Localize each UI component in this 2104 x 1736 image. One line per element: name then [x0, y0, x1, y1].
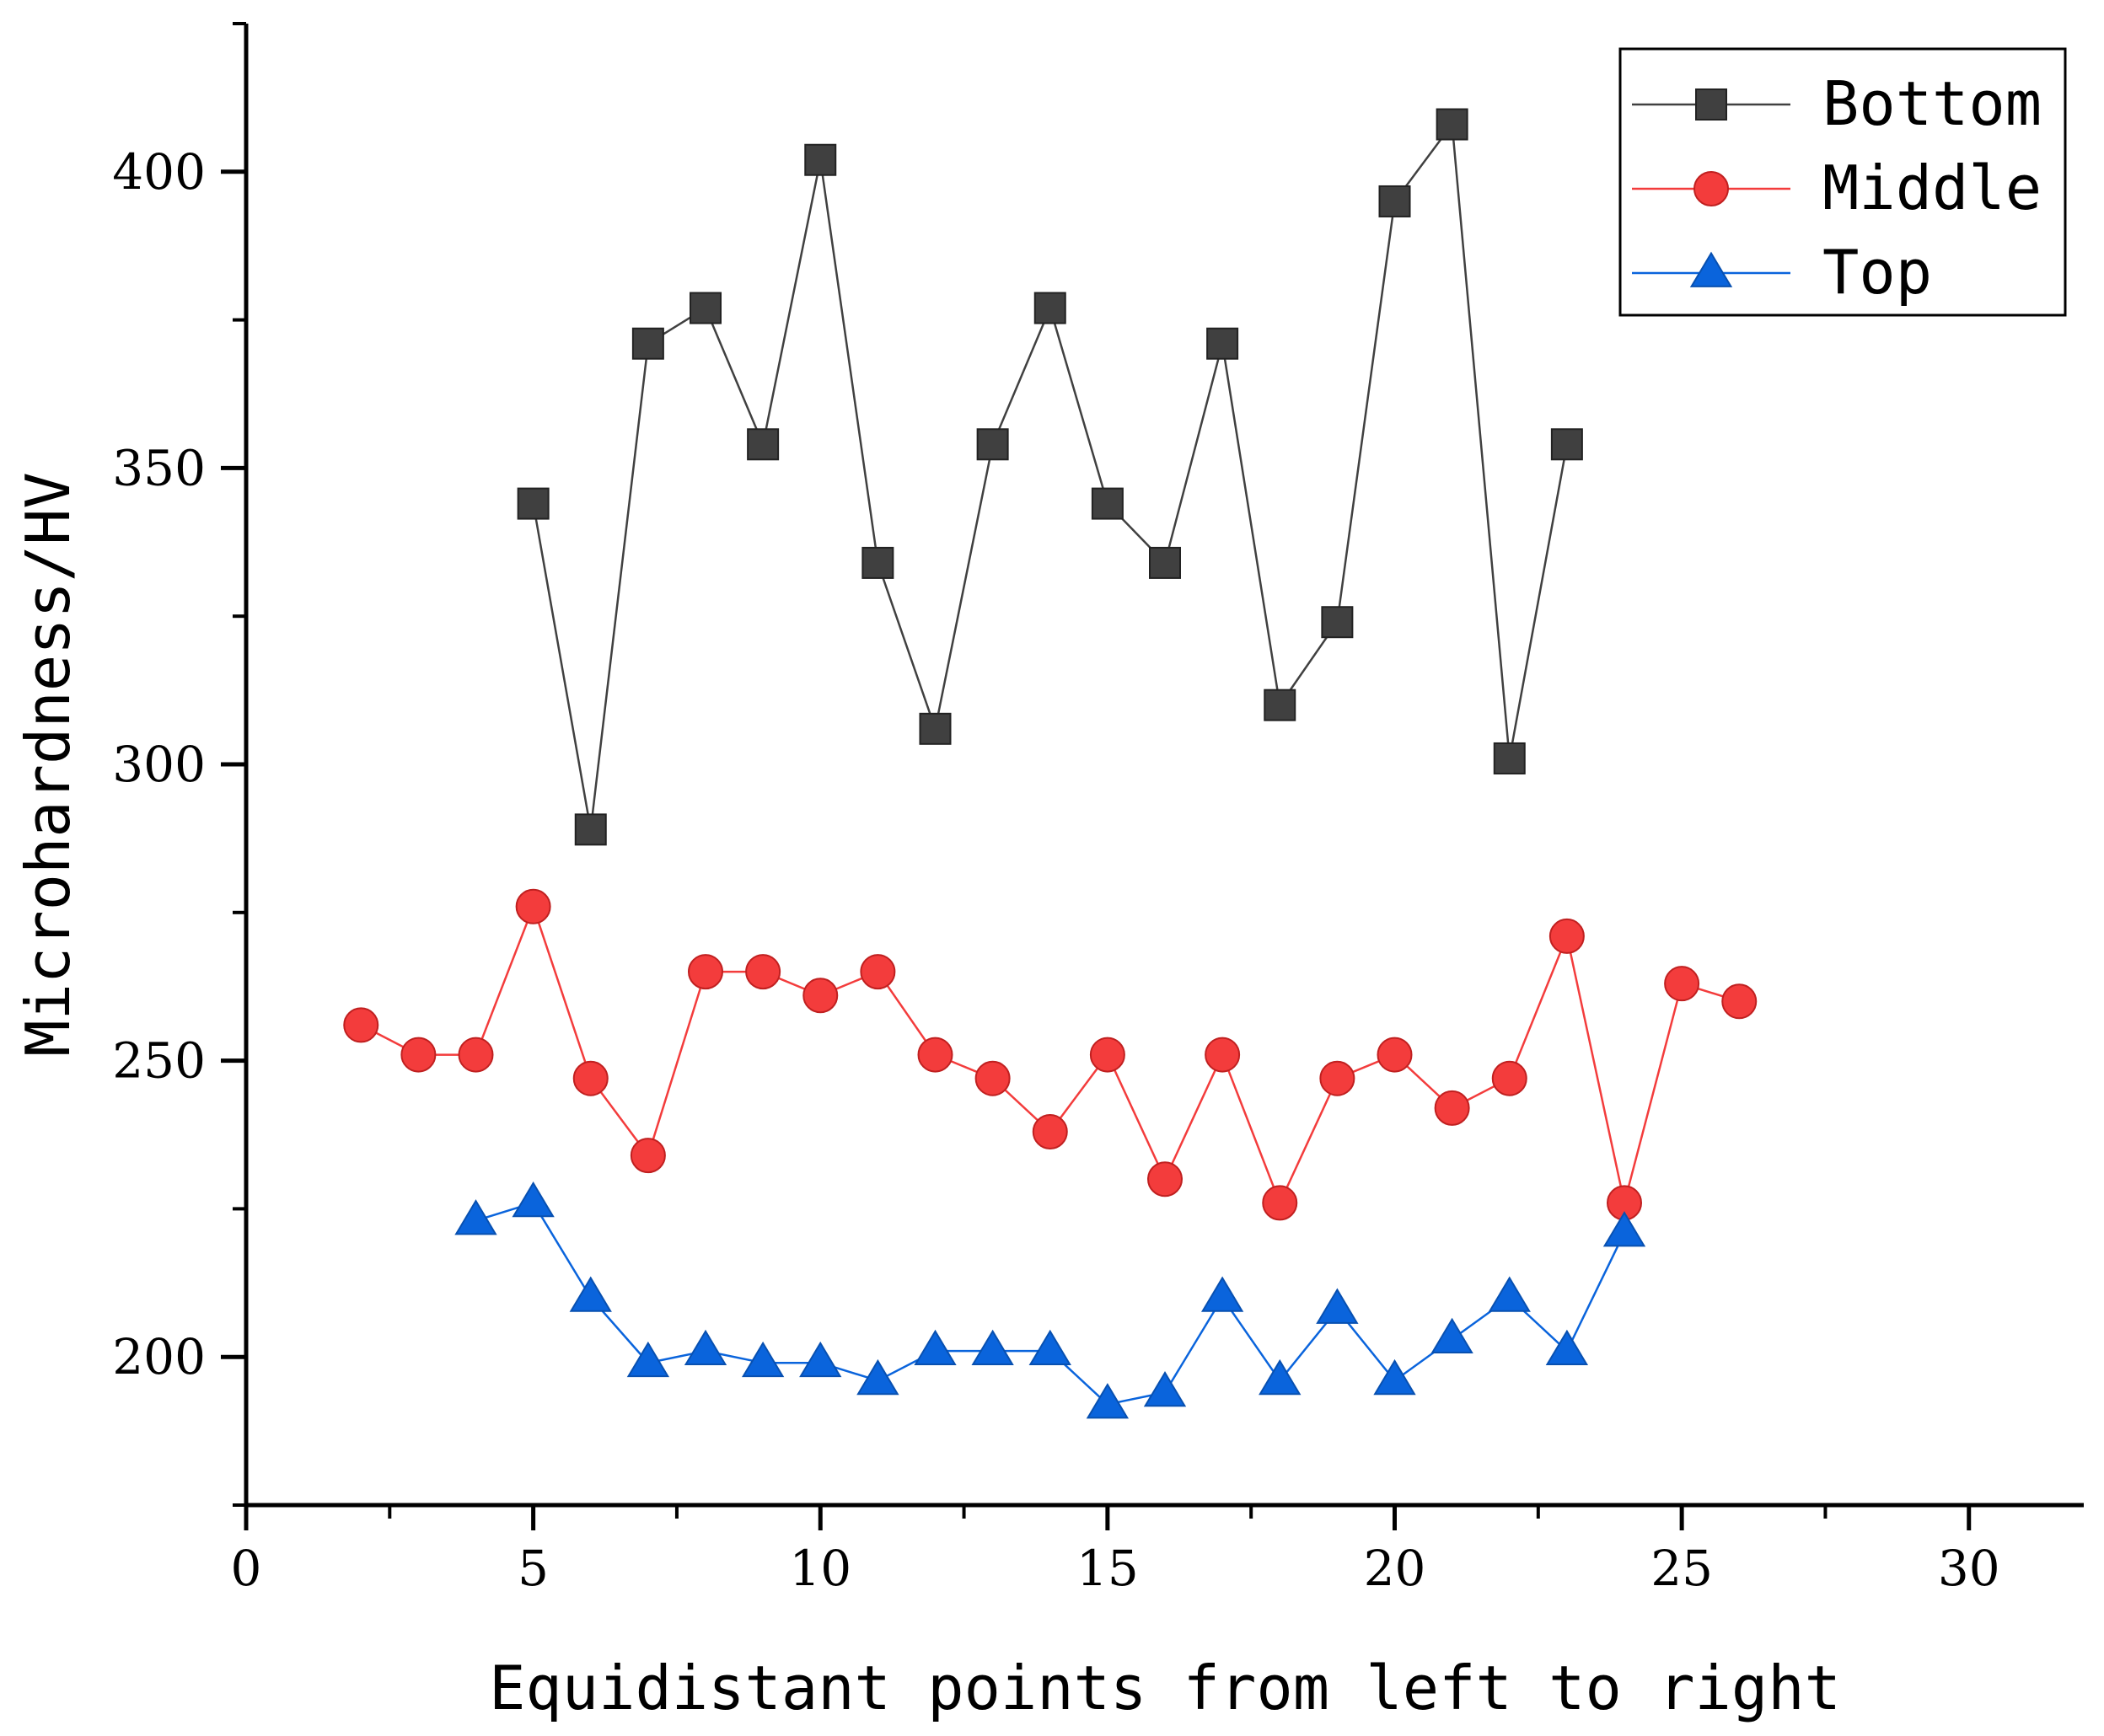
- data-point-bottom: [861, 546, 894, 579]
- data-point-middle: [802, 978, 839, 1014]
- legend-label: Bottom: [1822, 68, 2042, 139]
- legend-label: Middle: [1822, 153, 2042, 223]
- data-point-top: [454, 1199, 497, 1235]
- y-tick-label: 350: [112, 439, 206, 496]
- x-tick-label: 10: [789, 1540, 851, 1597]
- data-point-middle: [1377, 1037, 1413, 1073]
- data-point-bottom: [804, 143, 837, 176]
- y-tick-label: 300: [112, 736, 206, 793]
- data-point-bottom: [631, 327, 664, 360]
- data-point-bottom: [690, 292, 722, 324]
- x-tick-label: 15: [1076, 1540, 1139, 1597]
- data-point-middle: [343, 1007, 379, 1043]
- data-point-middle: [458, 1037, 494, 1073]
- data-point-bottom: [1264, 689, 1296, 721]
- series-bottom: [517, 108, 1583, 846]
- data-point-bottom: [1091, 487, 1124, 520]
- data-point-bottom: [1493, 742, 1526, 774]
- data-point-bottom: [919, 712, 952, 745]
- series-line-middle: [360, 903, 1740, 1206]
- data-point-top: [971, 1329, 1014, 1366]
- data-point-middle: [1205, 1037, 1241, 1073]
- data-point-top: [1488, 1276, 1531, 1312]
- series-top: [454, 1181, 1646, 1419]
- x-tick-label: 0: [231, 1540, 262, 1597]
- data-point-middle: [630, 1138, 666, 1174]
- series-line-bottom: [532, 121, 1569, 830]
- data-point-bottom: [1033, 292, 1066, 324]
- data-point-middle: [860, 954, 896, 990]
- data-point-middle: [1147, 1161, 1183, 1198]
- legend-item-middle: Middle: [1632, 153, 2042, 223]
- data-point-top: [1430, 1317, 1473, 1353]
- x-axis-title: Equidistant points from left to right: [489, 1653, 1841, 1723]
- data-point-bottom: [517, 487, 550, 520]
- data-point-middle: [1262, 1185, 1298, 1221]
- y-tick-label: 400: [112, 143, 206, 201]
- plot-area: [343, 108, 1758, 1419]
- data-point-bottom: [976, 428, 1009, 461]
- data-point-top: [569, 1276, 612, 1312]
- legend-box: [1618, 47, 2067, 317]
- data-point-top: [1200, 1276, 1244, 1312]
- y-axis-title: Microhardness/HV: [13, 472, 83, 1057]
- y-tick-label: 200: [112, 1328, 206, 1385]
- data-point-bottom: [1149, 546, 1181, 579]
- x-tick-label: 30: [1938, 1540, 2000, 1597]
- data-point-bottom: [574, 813, 607, 846]
- data-point-middle: [688, 954, 723, 990]
- data-point-top: [799, 1341, 842, 1378]
- series-middle: [343, 888, 1758, 1221]
- data-point-middle: [1434, 1090, 1470, 1126]
- legend-item-top: Top: [1632, 237, 1932, 308]
- data-point-top: [626, 1341, 670, 1378]
- data-point-middle: [1664, 966, 1700, 1002]
- data-point-middle: [572, 1060, 609, 1096]
- data-point-top: [914, 1329, 957, 1366]
- data-point-top: [1143, 1371, 1187, 1407]
- x-tick-label: 25: [1650, 1540, 1713, 1597]
- legend-marker: [1693, 171, 1729, 206]
- data-point-top: [1086, 1383, 1130, 1419]
- data-point-middle: [1032, 1113, 1068, 1149]
- data-point-bottom: [1378, 185, 1411, 217]
- data-point-bottom: [1206, 327, 1239, 360]
- data-point-top: [1373, 1358, 1416, 1396]
- data-point-middle: [745, 954, 781, 990]
- data-point-top: [1028, 1329, 1071, 1366]
- legend-label: Top: [1822, 237, 1932, 308]
- data-point-top: [856, 1358, 899, 1396]
- data-point-middle: [1319, 1060, 1355, 1096]
- axes: 0 5 10 15 20 25 30 200 250 300 350 400: [112, 22, 2084, 1597]
- data-point-middle: [400, 1037, 437, 1073]
- data-point-bottom: [747, 428, 780, 461]
- data-point-middle: [1491, 1060, 1527, 1096]
- data-point-middle: [917, 1037, 953, 1073]
- data-point-middle: [1548, 918, 1585, 954]
- data-point-middle: [1089, 1037, 1125, 1073]
- data-point-top: [741, 1341, 785, 1378]
- x-tick-label: 20: [1364, 1540, 1426, 1597]
- legend-item-bottom: Bottom: [1632, 68, 2042, 139]
- legend-marker: [1695, 88, 1727, 121]
- data-point-top: [1259, 1358, 1302, 1396]
- data-point-bottom: [1436, 108, 1468, 141]
- x-tick-label: 5: [518, 1540, 549, 1597]
- data-point-top: [1316, 1288, 1359, 1324]
- data-point-top: [1545, 1329, 1589, 1366]
- data-point-bottom: [1321, 606, 1354, 639]
- legend: Bottom Middle Top: [1618, 47, 2067, 317]
- data-point-middle: [1721, 983, 1758, 1020]
- data-point-middle: [974, 1060, 1011, 1096]
- data-point-middle: [515, 888, 551, 924]
- data-point-top: [1602, 1211, 1646, 1247]
- y-tick-label: 250: [112, 1032, 206, 1090]
- data-point-bottom: [1550, 428, 1583, 461]
- data-point-top: [512, 1181, 555, 1218]
- data-point-top: [684, 1329, 727, 1366]
- legend-marker: [1689, 251, 1733, 287]
